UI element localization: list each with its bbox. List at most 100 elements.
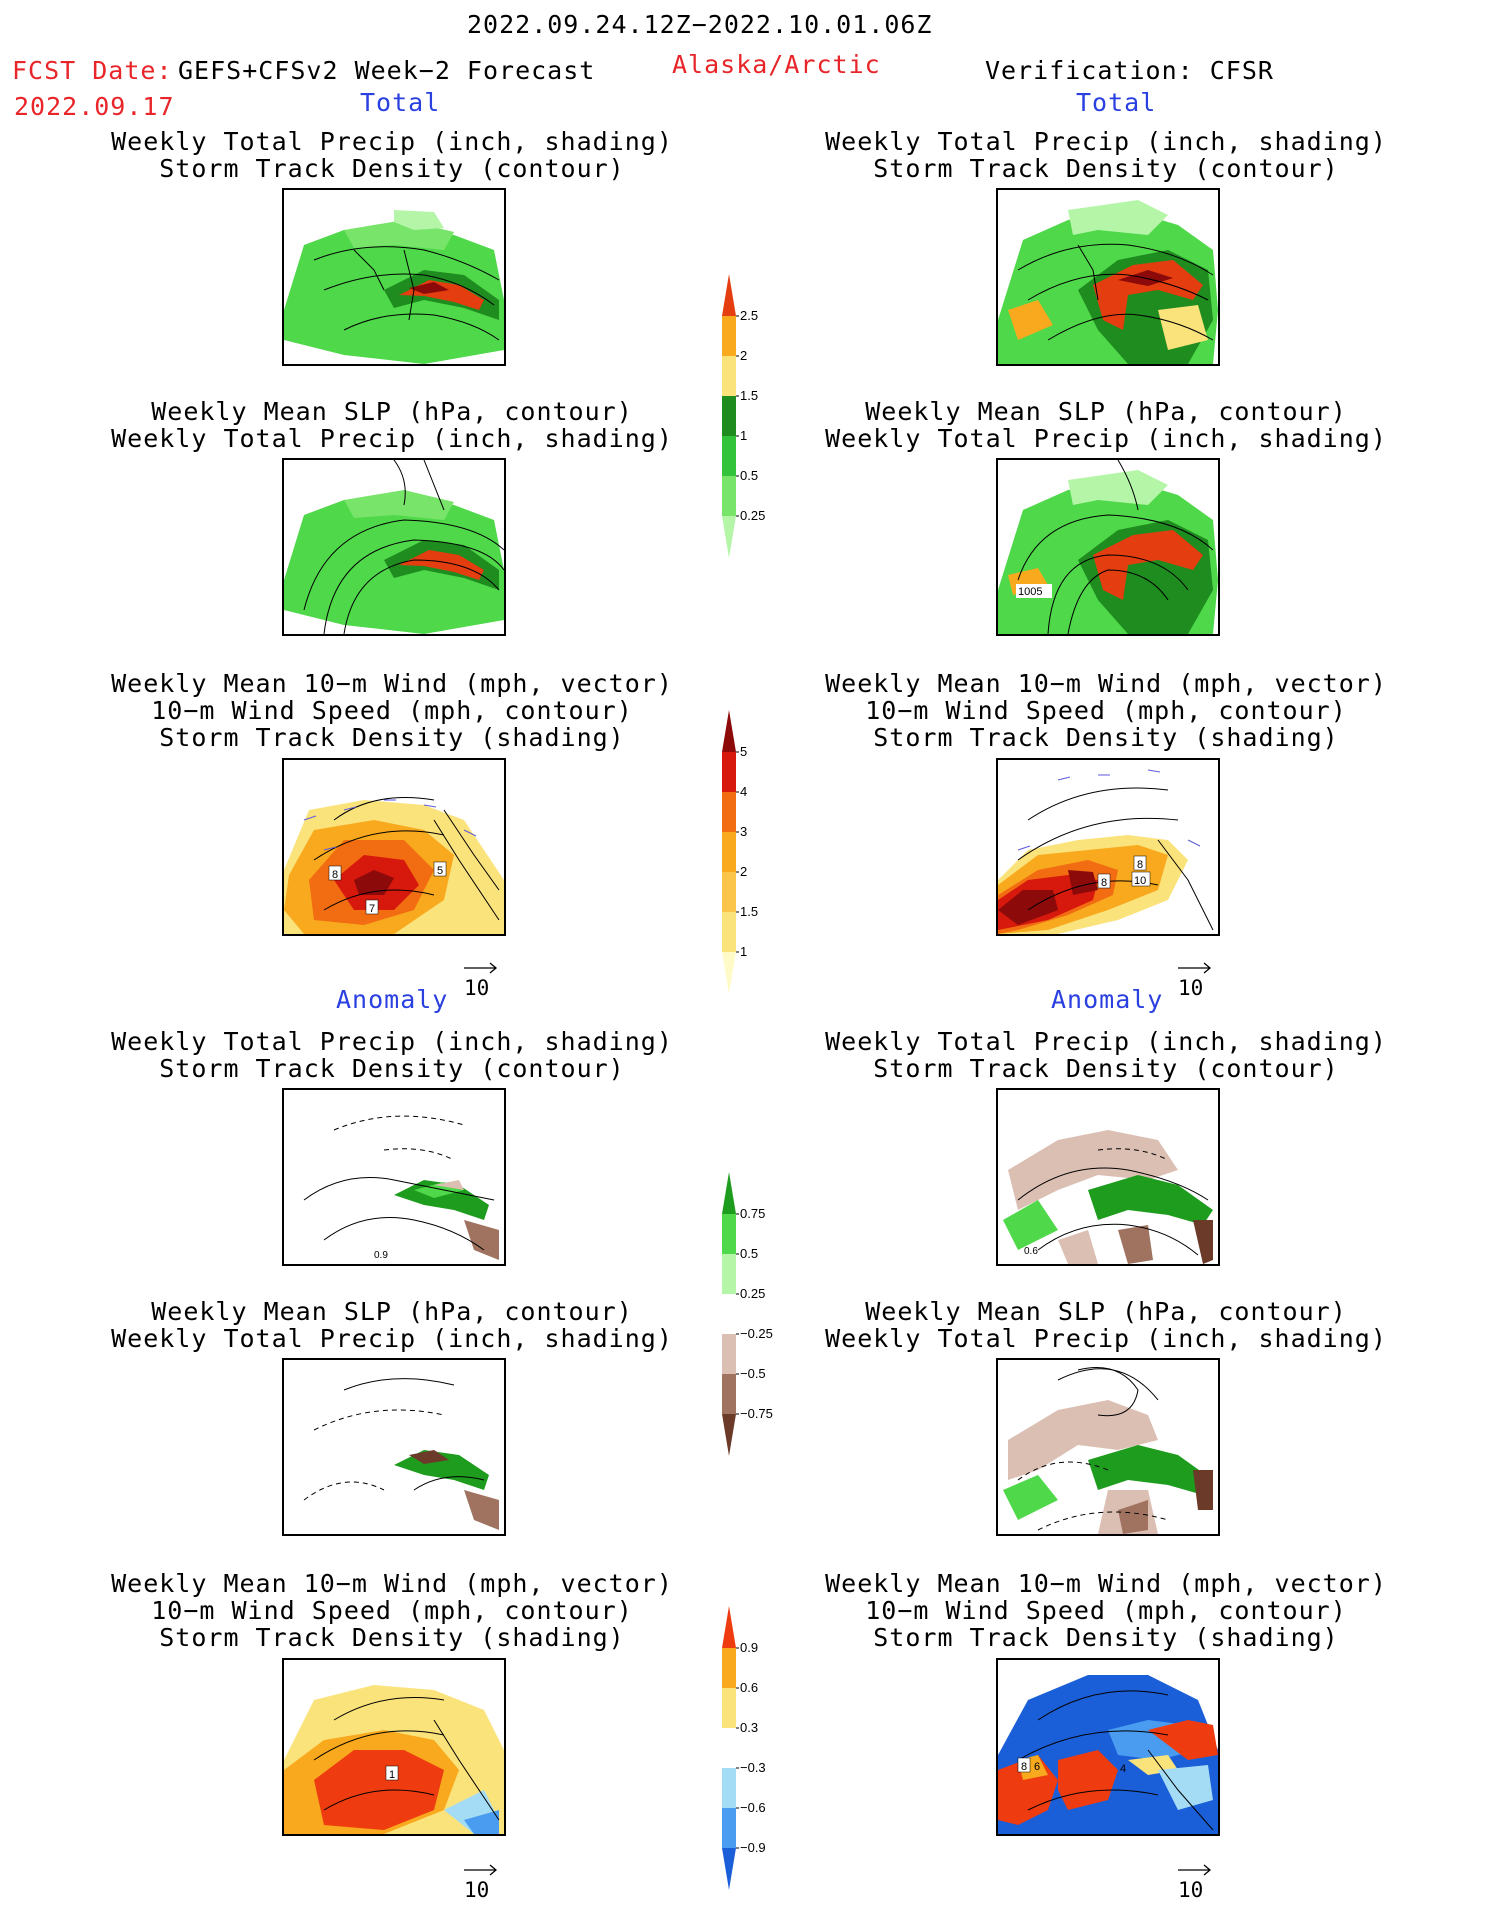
title-fc-total-precip: Weekly Total Precip (inch, shading) Stor… [92, 128, 692, 182]
colorbar-box [722, 1808, 736, 1848]
colorbar-precip-total: 0.25 0.5 1 1.5 2 2.5 [722, 268, 802, 562]
colorbar-label: −0.75 [740, 1406, 773, 1421]
colorbar-label: 4 [740, 784, 747, 799]
colorbar-svg: −0.75 −0.5 −0.25 0.25 0.5 0.75 [722, 1172, 773, 1456]
title-cfsr-total-wind: Weekly Mean 10−m Wind (mph, vector) 10−m… [806, 670, 1406, 751]
map-cfsr-anom-wind: 8 6 4 [996, 1658, 1220, 1836]
colorbar-label: 3 [740, 824, 747, 839]
colorbar-box [722, 752, 736, 792]
title-line: Storm Track Density (shading) [873, 723, 1339, 752]
title-line: 10−m Wind Speed (mph, contour) [865, 1596, 1347, 1625]
colorbar-label: 2 [740, 348, 747, 363]
colorbar-box [722, 1214, 736, 1254]
colorbar-label: 1 [740, 944, 747, 959]
map-cfsr-anom-precip: 0.6 [996, 1088, 1220, 1266]
contour-label: 0.9 [374, 1250, 388, 1261]
title-line: 10−m Wind Speed (mph, contour) [865, 696, 1347, 725]
map-cfsr-anom-slp [996, 1358, 1220, 1536]
title-line: Weekly Total Precip (inch, shading) [111, 127, 673, 156]
colorbar-box [722, 1374, 736, 1414]
colorbar-storm-total: 1 1.5 2 3 4 5 [722, 704, 802, 998]
title-line: Storm Track Density (contour) [159, 154, 625, 183]
colorbar-label: 0.3 [740, 1720, 758, 1735]
title-line: Storm Track Density (contour) [873, 1054, 1339, 1083]
section-total-right: Total [1076, 88, 1157, 117]
vector-ref-value: 10 [464, 1878, 490, 1902]
arrow-right-icon [1178, 1864, 1212, 1876]
colorbar-label: 0.25 [740, 508, 765, 523]
map-fc-total-wind: 8 7 5 [282, 758, 506, 936]
storm-density-label: 8 [1021, 1761, 1027, 1773]
colorbar-label: 5 [740, 744, 747, 759]
vector-ref-cfsr-total: 10 [1176, 956, 1216, 1000]
colorbar-label: 0.9 [740, 1640, 758, 1655]
colorbar-label: −0.3 [740, 1760, 766, 1775]
colorbar-box [722, 1768, 736, 1808]
title-line: Weekly Mean SLP (hPa, contour) [865, 1297, 1347, 1326]
title-line: Weekly Mean SLP (hPa, contour) [151, 1297, 633, 1326]
storm-density-label: 5 [437, 865, 443, 877]
colorbar-cap-low [722, 1414, 736, 1456]
map-fc-anom-precip: 0.9 [282, 1088, 506, 1266]
vector-ref-fc-total: 10 [462, 956, 502, 1000]
section-anomaly-left: Anomaly [336, 985, 449, 1014]
title-line: Weekly Total Precip (inch, shading) [111, 424, 673, 453]
colorbar-label: 0.75 [740, 1206, 765, 1221]
section-anomaly-right: Anomaly [1051, 985, 1164, 1014]
title-line: Weekly Mean 10−m Wind (mph, vector) [111, 669, 673, 698]
title-fc-anom-slp: Weekly Mean SLP (hPa, contour) Weekly To… [92, 1298, 692, 1352]
title-line: Storm Track Density (contour) [159, 1054, 625, 1083]
title-cfsr-anom-precip: Weekly Total Precip (inch, shading) Stor… [806, 1028, 1406, 1082]
colorbar-label: 0.6 [740, 1680, 758, 1695]
colorbar-cap-high [722, 274, 736, 316]
map-fc-total-precip [282, 188, 506, 366]
title-line: Weekly Total Precip (inch, shading) [825, 424, 1387, 453]
map-cfsr-total-wind: 8 8 10 [996, 758, 1220, 936]
title-line: Storm Track Density (contour) [873, 154, 1339, 183]
title-line: Weekly Total Precip (inch, shading) [825, 1324, 1387, 1353]
title-fc-total-slp: Weekly Mean SLP (hPa, contour) Weekly To… [92, 398, 692, 452]
vector-ref-value: 10 [464, 976, 490, 1000]
colorbar-cap-high [722, 1606, 736, 1648]
colorbar-label: −0.6 [740, 1800, 766, 1815]
colorbar-label: 2 [740, 864, 747, 879]
region-label: Alaska/Arctic [672, 50, 881, 79]
title-fc-anom-wind: Weekly Mean 10−m Wind (mph, vector) 10−m… [92, 1570, 692, 1651]
slp-contour-label: 1005 [1018, 586, 1042, 598]
colorbar-label: 1.5 [740, 904, 758, 919]
colorbar-box [722, 792, 736, 832]
model-label: GEFS+CFSv2 Week−2 Forecast [178, 56, 596, 85]
colorbar-box [722, 1648, 736, 1688]
colorbar-label: 2.5 [740, 308, 758, 323]
title-line: 10−m Wind Speed (mph, contour) [151, 696, 633, 725]
colorbar-cap-low [722, 1848, 736, 1890]
colorbar-cap-low [722, 952, 736, 994]
title-line: 10−m Wind Speed (mph, contour) [151, 1596, 633, 1625]
storm-density-label: 8 [1137, 859, 1143, 871]
colorbar-svg: 0.25 0.5 1 1.5 2 2.5 [722, 274, 765, 558]
storm-density-label: 8 [1101, 877, 1107, 889]
colorbar-box [722, 396, 736, 436]
title-line: Weekly Mean 10−m Wind (mph, vector) [825, 1569, 1387, 1598]
arrow-right-icon [464, 962, 498, 974]
colorbar-svg: 1 1.5 2 3 4 5 [722, 710, 758, 994]
verification-label: Verification: CFSR [985, 56, 1274, 85]
title-line: Storm Track Density (shading) [873, 1623, 1339, 1652]
title-line: Storm Track Density (shading) [159, 723, 625, 752]
colorbar-box [722, 832, 736, 872]
date-range-title: 2022.09.24.12Z−2022.10.01.06Z [467, 10, 933, 39]
colorbar-box [722, 1728, 736, 1768]
colorbar-box [722, 1294, 736, 1334]
colorbar-box [722, 1334, 736, 1374]
fcst-date-value: 2022.09.17 [14, 92, 175, 121]
map-fc-anom-slp [282, 1358, 506, 1536]
colorbar-label: −0.5 [740, 1366, 766, 1381]
colorbar-label: −0.25 [740, 1326, 773, 1341]
map-cfsr-total-slp: 1005 [996, 458, 1220, 636]
storm-density-label: 10 [1134, 875, 1146, 887]
title-cfsr-anom-wind: Weekly Mean 10−m Wind (mph, vector) 10−m… [806, 1570, 1406, 1651]
section-total-left: Total [360, 88, 441, 117]
title-line: Weekly Total Precip (inch, shading) [825, 1027, 1387, 1056]
colorbar-svg: −0.9 −0.6 −0.3 0.3 0.6 0.9 [722, 1606, 766, 1890]
title-line: Weekly Total Precip (inch, shading) [825, 127, 1387, 156]
